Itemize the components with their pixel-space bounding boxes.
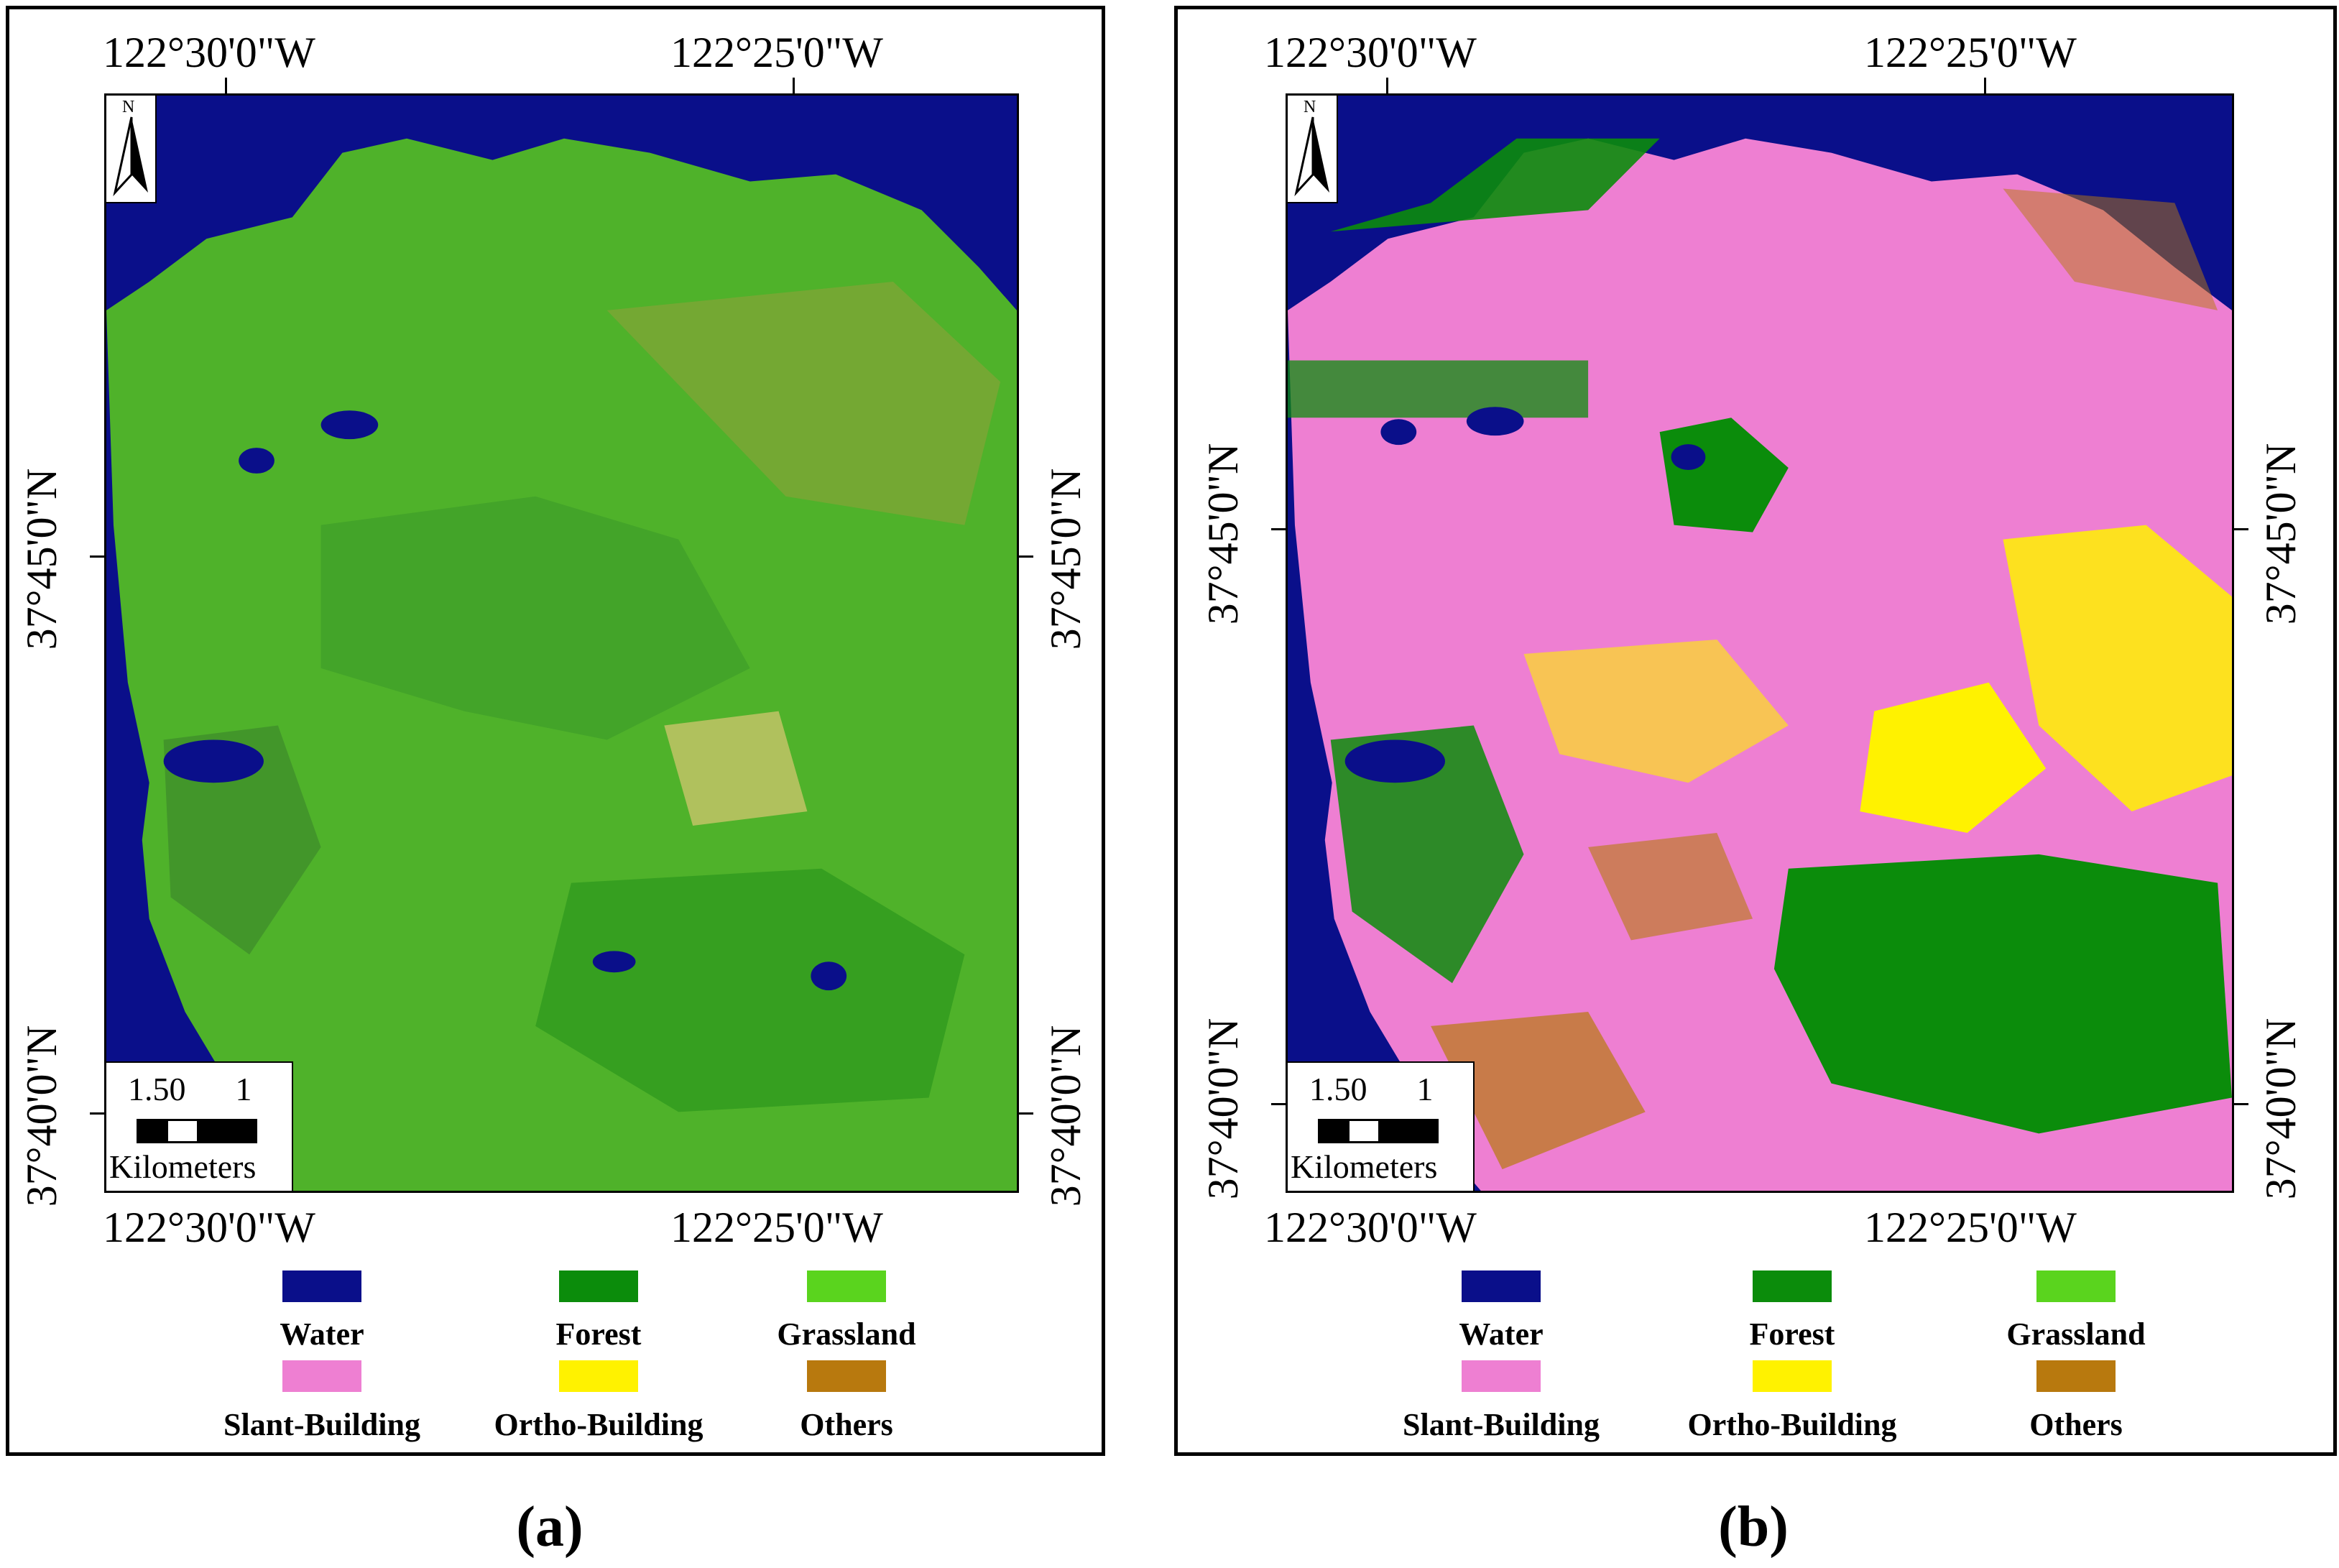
top-right-longitude: 122°25'0"W (1864, 29, 2077, 76)
tick (1271, 528, 1286, 530)
bottom-right-longitude: 122°25'0"W (1864, 1204, 2077, 1251)
left-upper-latitude: 37°45'0"N (1199, 443, 1247, 625)
left-lower-latitude: 37°40'0"N (1199, 1018, 1247, 1200)
top-left-longitude: 122°30'0"W (1264, 29, 1477, 76)
legend-label-grassland: Grassland (777, 1316, 916, 1352)
legend-swatch-slant-building (1462, 1360, 1541, 1392)
bottom-right-longitude: 122°25'0"W (670, 1204, 883, 1251)
map-a-image (106, 96, 1017, 1191)
north-label: N (122, 98, 135, 116)
tick (1271, 1103, 1286, 1105)
right-lower-latitude: 37°40'0"N (2257, 1018, 2305, 1200)
scale-unit: Kilometers (1291, 1148, 1438, 1185)
panel-caption-b: (b) (1718, 1495, 1789, 1559)
legend-swatch-others (2036, 1360, 2116, 1392)
panel-caption-a: (a) (516, 1495, 583, 1559)
tick (1386, 78, 1388, 93)
right-lower-latitude: 37°40'0"N (1042, 1025, 1089, 1207)
tick (1019, 1112, 1033, 1115)
tick (793, 78, 795, 93)
bottom-left-longitude: 122°30'0"W (103, 1204, 315, 1251)
legend-swatch-grassland (807, 1270, 886, 1302)
legend-swatch-slant-building (282, 1360, 361, 1392)
legend-label-others: Others (2029, 1407, 2123, 1442)
legend-swatch-ortho-building (1753, 1360, 1832, 1392)
tick (90, 555, 104, 558)
left-lower-latitude: 37°40'0"N (18, 1025, 65, 1207)
legend-swatch-ortho-building (559, 1360, 638, 1392)
panel-b: 122°30'0"W 122°25'0"W 37°45'0"N 37°40'0"… (1174, 6, 2337, 1456)
north-arrow-icon (1294, 116, 1329, 197)
right-upper-latitude: 37°45'0"N (1042, 468, 1089, 650)
top-left-longitude: 122°30'0"W (103, 29, 315, 76)
legend-label-forest: Forest (1749, 1316, 1835, 1352)
top-right-longitude: 122°25'0"W (670, 29, 883, 76)
scale-numbers: 1.50 1 (128, 1071, 252, 1107)
legend-label-ortho-building: Ortho-Building (1687, 1407, 1897, 1442)
scale-bar (137, 1119, 257, 1143)
legend-label-others: Others (800, 1407, 893, 1442)
panel-a: 122°30'0"W 122°25'0"W 37°45'0"N 37°40'0"… (6, 6, 1105, 1456)
legend-label-water: Water (1459, 1316, 1544, 1352)
tick (1984, 78, 1986, 93)
legend-swatch-grassland (2036, 1270, 2116, 1302)
map-b-image (1288, 96, 2232, 1191)
scale-bar-box: 1.50 1 Kilometers (106, 1061, 293, 1191)
legend-label-grassland: Grassland (2006, 1316, 2146, 1352)
north-label: N (1304, 98, 1316, 116)
legend-swatch-forest (1753, 1270, 1832, 1302)
right-upper-latitude: 37°45'0"N (2257, 443, 2305, 625)
scale-bar-box: 1.50 1 Kilometers (1288, 1061, 1475, 1191)
classification-map-a: N 1.50 1 Kilometers (104, 93, 1019, 1193)
scale-bar (1318, 1119, 1439, 1143)
left-upper-latitude: 37°45'0"N (18, 468, 65, 650)
legend-label-slant-building: Slant-Building (1403, 1407, 1600, 1442)
north-arrow: N (106, 96, 157, 203)
legend-label-slant-building: Slant-Building (223, 1407, 420, 1442)
tick (225, 78, 227, 93)
legend-swatch-water (282, 1270, 361, 1302)
bottom-left-longitude: 122°30'0"W (1264, 1204, 1477, 1251)
legend-swatch-water (1462, 1270, 1541, 1302)
tick (2234, 1103, 2248, 1105)
classification-map-b: N 1.50 1 Kilometers (1286, 93, 2234, 1193)
legend-label-water: Water (280, 1316, 364, 1352)
scale-unit: Kilometers (109, 1148, 257, 1185)
scale-numbers: 1.50 1 (1309, 1071, 1434, 1107)
legend-label-forest: Forest (555, 1316, 642, 1352)
legend-swatch-forest (559, 1270, 638, 1302)
legend-label-ortho-building: Ortho-Building (494, 1407, 703, 1442)
tick (1019, 555, 1033, 558)
legend-swatch-others (807, 1360, 886, 1392)
north-arrow: N (1288, 96, 1338, 203)
north-arrow-icon (113, 116, 148, 197)
tick (2234, 528, 2248, 530)
tick (90, 1112, 104, 1115)
